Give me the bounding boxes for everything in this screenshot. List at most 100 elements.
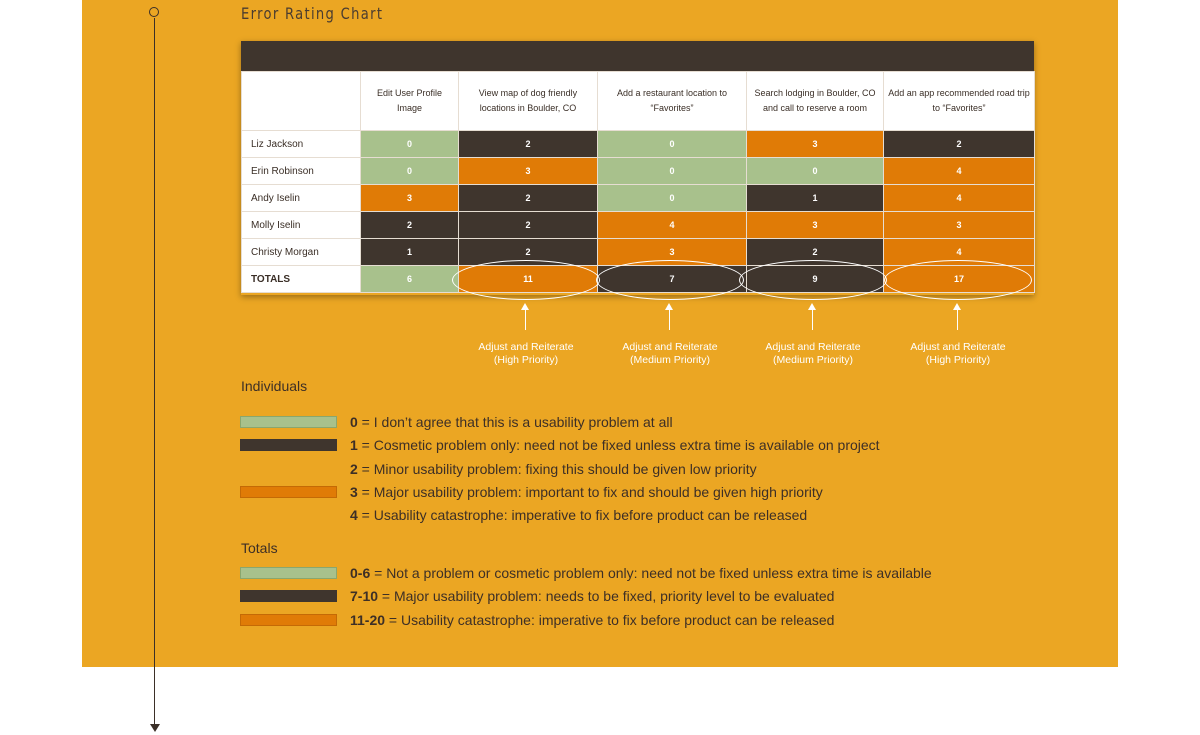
rating-cell: 4: [883, 238, 1035, 266]
legend-key: 2: [350, 460, 358, 477]
rating-cell: 2: [458, 238, 598, 266]
rating-cell: 0: [597, 130, 747, 158]
rating-cell: 3: [883, 211, 1035, 239]
legend-item: 7-10 = Major usability problem: needs to…: [240, 587, 834, 605]
note-text: Adjust and Reiterate: [622, 341, 718, 353]
legend-label: 1 = Cosmetic problem only: need not be f…: [350, 437, 880, 453]
arrow-up-icon: [808, 303, 816, 310]
adjust-reiterate-note: Adjust and Reiterate (High Priority): [893, 303, 1023, 367]
column-header: Add a restaurant location to “Favorites”: [597, 71, 747, 131]
error-rating-table: Edit User Profile Image View map of dog f…: [241, 41, 1035, 295]
totals-title: Totals: [241, 540, 278, 556]
legend-label: 2 = Minor usability problem: fixing this…: [350, 461, 757, 477]
rating-cell: 3: [458, 157, 598, 185]
table-row: Christy Morgan 1 2 3 2 4: [241, 238, 1035, 266]
rating-cell: 3: [597, 238, 747, 266]
table-row: Liz Jackson 0 2 0 3 2: [241, 130, 1035, 158]
legend-item: 4 = Usability catastrophe: imperative to…: [240, 506, 807, 524]
legend-swatch: [240, 509, 337, 521]
rating-cell: 3: [360, 184, 459, 212]
rating-cell: 3: [746, 211, 884, 239]
rating-cell: 2: [458, 211, 598, 239]
rating-cell: 0: [597, 157, 747, 185]
totals-row: TOTALS 6 11 7 9 17: [241, 265, 1035, 293]
adjust-reiterate-note: Adjust and Reiterate (Medium Priority): [605, 303, 735, 367]
legend-label: 0 = I don’t agree that this is a usabili…: [350, 414, 673, 430]
chart-title: Error Rating Chart: [241, 4, 384, 23]
arrow-line: [812, 307, 813, 330]
legend-swatch: [240, 485, 337, 498]
individuals-title: Individuals: [241, 378, 308, 394]
column-header: Add an app recommended road trip to “Fav…: [883, 71, 1035, 131]
note-priority: (High Priority): [493, 354, 559, 366]
legend-item: 2 = Minor usability problem: fixing this…: [240, 460, 757, 478]
legend-key: 3: [350, 483, 358, 500]
total-cell: 17: [883, 265, 1035, 293]
table-row: Andy Iselin 3 2 0 1 4: [241, 184, 1035, 212]
rating-cell: 1: [360, 238, 459, 266]
legend-item: 1 = Cosmetic problem only: need not be f…: [240, 436, 880, 454]
legend-swatch: [240, 439, 337, 452]
total-cell: 11: [458, 265, 598, 293]
legend-swatch: [240, 567, 337, 579]
timeline-line: [154, 18, 155, 726]
arrow-line: [669, 307, 670, 330]
arrow-up-icon: [521, 303, 529, 310]
legend-label: 4 = Usability catastrophe: imperative to…: [350, 507, 807, 523]
timeline-arrow-icon: [150, 724, 160, 732]
table-row: Molly Iselin 2 2 4 3 3: [241, 211, 1035, 239]
legend-key: 0-6: [350, 565, 371, 581]
rating-cell: 2: [360, 211, 459, 239]
column-header: Search lodging in Boulder, CO and call t…: [746, 71, 884, 131]
legend-description: = Not a problem or cosmetic problem only…: [370, 565, 932, 581]
adjust-reiterate-note: Adjust and Reiterate (High Priority): [461, 303, 591, 367]
legend-description: = I don’t agree that this is a usability…: [357, 414, 673, 430]
legend-description: = Cosmetic problem only: need not be fix…: [357, 437, 880, 454]
legend-swatch: [240, 463, 337, 475]
table-body: Liz Jackson 0 2 0 3 2 Erin Robinson 0 3 0 0 4 Andy I…: [241, 130, 1035, 293]
legend-key: 1: [350, 437, 358, 454]
legend-key: 4: [350, 507, 358, 524]
legend-swatch: [240, 613, 337, 626]
row-name: Erin Robinson: [241, 157, 361, 185]
rating-cell: 0: [360, 157, 459, 185]
legend-key: 11-20: [350, 611, 386, 628]
note-priority: (High Priority): [925, 354, 991, 366]
table-header-bar: [241, 41, 1034, 71]
total-cell: 7: [597, 265, 747, 293]
legend-item: 0 = I don’t agree that this is a usabili…: [240, 413, 673, 431]
legend-key: 0: [350, 414, 358, 430]
rating-cell: 1: [746, 184, 884, 212]
total-cell: 6: [360, 265, 459, 293]
legend-description: = Usability catastrophe: imperative to f…: [385, 611, 835, 628]
note-text: Adjust and Reiterate: [478, 341, 574, 353]
note-priority: (Medium Priority): [773, 354, 853, 366]
rating-cell: 2: [746, 238, 884, 266]
column-header-row: Edit User Profile Image View map of dog f…: [241, 71, 1035, 131]
rating-cell: 4: [597, 211, 747, 239]
rating-cell: 0: [360, 130, 459, 158]
legend-key: 7-10: [350, 588, 379, 605]
column-header: Edit User Profile Image: [360, 71, 459, 131]
arrow-up-icon: [665, 303, 673, 310]
note-priority: (Medium Priority): [630, 354, 710, 366]
legend-item: 0-6 = Not a problem or cosmetic problem …: [240, 564, 932, 582]
legend-description: = Usability catastrophe: imperative to f…: [357, 507, 808, 524]
rating-cell: 2: [883, 130, 1035, 158]
note-text: Adjust and Reiterate: [910, 341, 1006, 353]
legend-description: = Minor usability problem: fixing this s…: [357, 460, 757, 477]
legend-swatch: [240, 590, 337, 603]
row-name: Molly Iselin: [241, 211, 361, 239]
rating-table: Edit User Profile Image View map of dog f…: [241, 71, 1035, 293]
rating-cell: 2: [458, 130, 598, 158]
row-name: Liz Jackson: [241, 130, 361, 158]
row-name: Christy Morgan: [241, 238, 361, 266]
legend-label: 7-10 = Major usability problem: needs to…: [350, 588, 834, 604]
rating-cell: 4: [883, 157, 1035, 185]
row-name: Andy Iselin: [241, 184, 361, 212]
legend-item: 11-20 = Usability catastrophe: imperativ…: [240, 611, 834, 629]
legend-item: 3 = Major usability problem: important t…: [240, 483, 823, 501]
rating-cell: 0: [597, 184, 747, 212]
legend-description: = Major usability problem: needs to be f…: [378, 588, 835, 605]
legend-label: 11-20 = Usability catastrophe: imperativ…: [350, 612, 834, 628]
